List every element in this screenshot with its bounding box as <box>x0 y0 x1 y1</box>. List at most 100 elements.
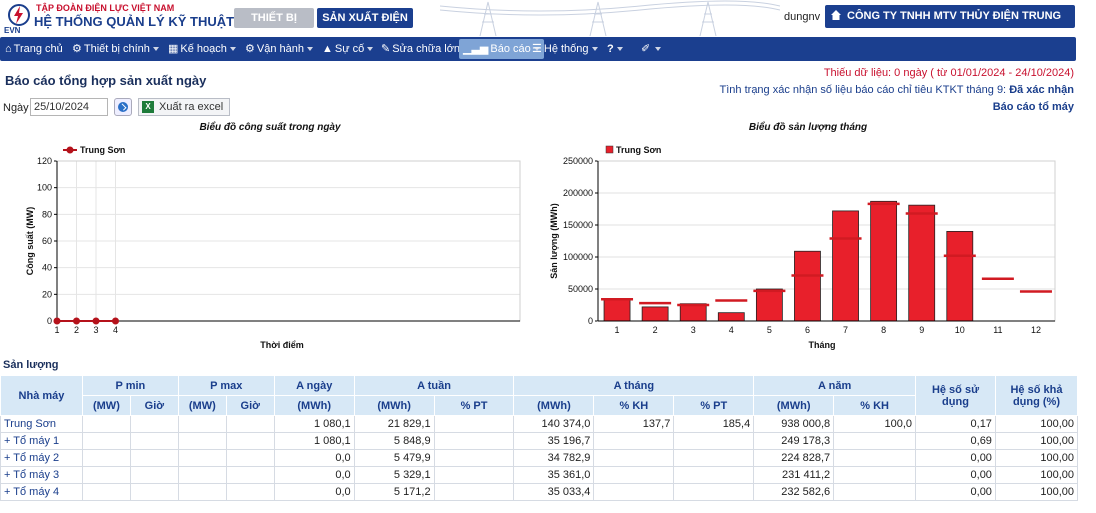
chart-icon: ▁▃▅ <box>463 43 489 55</box>
table-row[interactable]: + Tổ máy 2 0,0 5 479,9 34 782,9 224 828,7 0,0… <box>0 449 1079 467</box>
nav-home[interactable]: ⌂ Trang chủ <box>5 37 63 61</box>
x-tick-label: 1 <box>54 325 59 335</box>
sub-header: % KH <box>833 395 917 416</box>
table-cell <box>433 449 515 467</box>
x-tick-label: 8 <box>881 325 886 335</box>
nav-help[interactable]: ? <box>607 37 623 61</box>
x-tick-label: 4 <box>113 325 118 335</box>
y-tick-label: 20 <box>42 289 52 299</box>
nav-overhaul[interactable]: ✎ Sửa chữa lớn <box>381 37 460 61</box>
nav-report[interactable]: ▁▃▅ Báo cáo <box>459 39 544 59</box>
header: EVN TẬP ĐOÀN ĐIỆN LỰC VIỆT NAM HỆ THỐNG … <box>0 0 1096 45</box>
tab-production[interactable]: SẢN XUẤT ĐIỆN <box>317 8 413 28</box>
x-tick-label: 2 <box>74 325 79 335</box>
nav-main-equipment[interactable]: ⚙ Thiết bị chính <box>72 37 159 61</box>
table-cell <box>433 466 515 484</box>
caret-down-icon <box>306 47 313 51</box>
warning-icon: ▲ <box>322 43 333 55</box>
table-cell <box>673 432 755 450</box>
table-cell <box>129 449 179 467</box>
system-name: HỆ THỐNG QUẢN LÝ KỸ THUẬT <box>34 14 235 29</box>
table-cell: 34 782,9 <box>513 449 595 467</box>
table-cell <box>81 432 131 450</box>
refresh-button[interactable] <box>114 98 132 116</box>
caret-down-icon <box>616 47 623 51</box>
table-cell: 100,00 <box>994 449 1079 467</box>
x-tick-label: 9 <box>919 325 924 335</box>
bar <box>794 250 821 322</box>
table-cell <box>177 449 227 467</box>
cogs-icon: ⚙ <box>245 43 255 55</box>
table-cell <box>81 449 131 467</box>
table-cell <box>225 483 275 501</box>
power-chart: Biểu đồ công suất trong ngày Trung Sơn 0 20… <box>25 121 521 350</box>
nav-theme[interactable]: ✐ <box>641 37 662 61</box>
y-tick-label: 120 <box>37 156 52 166</box>
date-input[interactable]: 25/10/2024 <box>30 98 108 116</box>
bar <box>870 200 898 322</box>
tab-equipment[interactable]: THIẾT BỊ <box>234 8 314 28</box>
col-pmin: P min <box>81 375 179 396</box>
table-cell <box>129 432 179 450</box>
y-tick-label: 50000 <box>568 284 593 294</box>
bar <box>717 312 745 322</box>
chart-title: Biểu đồ công suất trong ngày <box>199 121 341 133</box>
table-cell: 35 033,4 <box>513 483 595 501</box>
plant-name-cell[interactable]: + Tổ máy 2 <box>0 449 83 467</box>
table-cell <box>673 449 755 467</box>
x-axis-label: Tháng <box>809 340 836 350</box>
nav-incident[interactable]: ▲ Sự cố <box>322 37 374 61</box>
table-cell <box>593 449 675 467</box>
plant-name-cell[interactable]: + Tổ máy 3 <box>0 466 83 484</box>
data-point <box>73 317 80 325</box>
y-tick-label: 0 <box>47 316 52 326</box>
table-cell: 938 000,8 <box>753 415 835 433</box>
x-tick-label: 10 <box>955 325 965 335</box>
table-cell <box>833 466 917 484</box>
col-a-day: A ngày <box>273 375 355 396</box>
table-row[interactable]: + Tổ máy 3 0,0 5 329,1 35 361,0 231 411,2 0,0… <box>0 466 1079 484</box>
table-cell: 100,00 <box>994 483 1079 501</box>
table-cell <box>177 432 227 450</box>
table-cell: 0,0 <box>273 466 355 484</box>
table-cell <box>177 483 227 501</box>
col-a-week: A tuần <box>353 375 515 396</box>
x-axis-label: Thời điểm <box>260 340 303 350</box>
table-cell: 137,7 <box>593 415 675 433</box>
company-selector[interactable]: CÔNG TY TNHH MTV THỦY ĐIỆN TRUNG SƠN <box>825 5 1075 45</box>
table-cell <box>225 449 275 467</box>
x-tick-label: 2 <box>653 325 658 335</box>
table-cell: 35 361,0 <box>513 466 595 484</box>
sub-header: % PT <box>433 395 515 416</box>
nav-operation[interactable]: ⚙ Vận hành <box>245 37 313 61</box>
legend-swatch <box>605 145 614 154</box>
sub-header: (MWh) <box>273 395 355 416</box>
table-row[interactable]: + Tổ máy 1 1 080,1 5 848,9 35 196,7 249 178,… <box>0 432 1079 450</box>
refresh-icon <box>118 102 128 112</box>
table-cell <box>81 483 131 501</box>
table-row[interactable]: + Tổ máy 4 0,0 5 171,2 35 033,4 232 582,6 0,0… <box>0 483 1079 501</box>
nav-system[interactable]: ☰ Hệ thống <box>532 37 598 61</box>
table-cell: 100,00 <box>994 415 1079 433</box>
table-cell <box>225 466 275 484</box>
org-parent-name: TẬP ĐOÀN ĐIỆN LỰC VIỆT NAM <box>36 3 175 13</box>
table-cell <box>81 466 131 484</box>
nav-plan[interactable]: ▦ Kế hoạch <box>168 37 236 61</box>
plant-name-cell[interactable]: + Tổ máy 4 <box>0 483 83 501</box>
table-cell <box>129 466 179 484</box>
plant-name-cell[interactable]: + Tổ máy 1 <box>0 432 83 450</box>
bar <box>755 288 783 322</box>
table-cell: 21 829,1 <box>353 415 435 433</box>
x-tick-label: 6 <box>805 325 810 335</box>
plant-name-cell[interactable]: Trung Sơn <box>0 415 83 433</box>
table-cell: 1 080,1 <box>273 415 355 433</box>
bar <box>679 303 707 322</box>
y-tick-label: 40 <box>42 263 52 273</box>
col-pmax: P max <box>177 375 275 396</box>
export-excel-button[interactable]: X Xuất ra excel <box>138 98 230 116</box>
sub-header: (MW) <box>81 395 131 416</box>
x-tick-label: 3 <box>691 325 696 335</box>
current-user[interactable]: dungnv <box>784 11 821 23</box>
unit-report-link[interactable]: Báo cáo tổ máy <box>992 101 1074 113</box>
table-cell <box>81 415 131 433</box>
